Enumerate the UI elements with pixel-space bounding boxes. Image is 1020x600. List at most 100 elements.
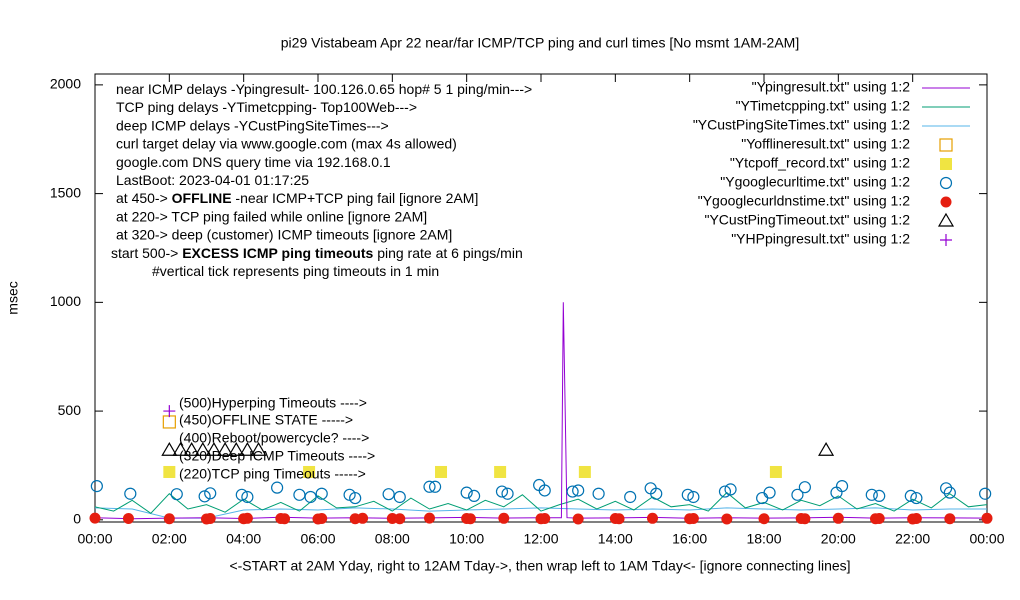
point [943,486,956,499]
point [204,487,217,500]
legend-swatch [939,176,953,190]
x-tick-label: 16:00 [672,531,707,547]
point [613,513,625,525]
point [873,489,886,503]
note: google.com DNS query time via 192.168.0.… [116,154,391,170]
point [799,513,811,525]
note-text: EXCESS ICMP ping timeouts [182,245,373,261]
point [538,484,551,497]
point [681,488,694,501]
point [592,487,605,500]
note-text: at 220-> TCP ping failed while online [i… [116,208,427,224]
legend-label: "Ygooglecurldnstime.txt" using 1:2 [698,193,910,209]
note-text: -near ICMP+TCP ping fail [ignore 2AM] [232,190,479,206]
note: curl target delay via www.google.com (ma… [116,135,457,151]
point [464,513,476,525]
note-text: deep ICMP delays -YCustPingSiteTimes---> [116,117,389,133]
point [89,512,101,524]
point [393,490,406,504]
point [304,490,317,504]
note: near ICMP delays -Ypingresult- 100.126.0… [116,81,532,97]
legend-label: "YHPpingresult.txt" using 1:2 [731,231,910,247]
y-axis-label: msec [5,281,21,314]
y-tick-label: 1000 [50,293,81,309]
point [763,486,776,499]
point [818,442,835,456]
point [873,513,885,525]
point [572,513,584,525]
chart-title: pi29 Vistabeam Apr 22 near/far ICMP/TCP … [281,35,799,51]
legend-label: "YCustPingSiteTimes.txt" using 1:2 [693,117,910,133]
point [423,480,436,493]
point [495,485,509,498]
note-text: google.com DNS query time via 192.168.0.… [116,154,391,170]
legend-swatch [940,196,952,208]
note-text: LastBoot: 2023-04-01 01:17:25 [116,172,309,188]
point [394,513,406,525]
note-text: curl target delay via www.google.com (ma… [116,135,457,151]
x-tick-label: 22:00 [895,531,930,547]
point [835,480,849,493]
point [498,512,510,524]
note: at 320-> deep (customer) ICMP timeouts [… [116,226,452,242]
point [194,442,211,456]
annotation: (220)TCP ping Timeouts -----> [179,466,366,482]
point [172,442,189,456]
point [718,485,732,498]
series-line [94,302,988,520]
point [769,465,782,478]
note: start 500-> EXCESS ICMP ping timeouts pi… [111,245,523,261]
note-text: at 450-> [116,190,172,206]
point [435,465,448,478]
point [316,513,328,525]
annotation: (320)Deep ICMP Timeouts ----> [179,448,375,464]
series-line [94,491,988,514]
annotation: (500)Hyperping Timeouts ----> [179,395,367,411]
legend-label: "Ypingresult.txt" using 1:2 [752,79,911,95]
point [250,442,267,456]
point [428,480,442,493]
x-tick-label: 00:00 [969,531,1004,547]
point [798,481,811,494]
point [357,512,369,524]
point [650,487,663,500]
point [758,513,770,525]
x-tick-label: 12:00 [523,531,558,547]
x-tick-label: 14:00 [598,531,633,547]
point [724,483,737,496]
note-text: at 320-> deep (customer) ICMP timeouts [… [116,226,452,242]
point [910,491,923,505]
legend-label: "Yofflineresult.txt" using 1:2 [741,136,910,152]
note: at 220-> TCP ping failed while online [i… [116,208,427,224]
point [271,481,284,494]
point [940,482,953,495]
y-tick-label: 0 [73,511,81,527]
point [163,405,176,418]
point [217,442,234,456]
point [205,442,222,456]
point [163,513,175,525]
point [624,490,637,504]
x-tick-label: 10:00 [449,531,484,547]
y-tick-label: 1500 [50,184,81,200]
legend-swatch [937,212,955,227]
legend-swatch [940,158,952,170]
note-text: near ICMP delays -Ypingresult- 100.126.0… [116,81,532,97]
point [572,484,585,497]
note: TCP ping delays -YTimetcpping- Top100Web… [116,99,417,115]
note-text: OFFLINE [172,190,232,206]
point [161,442,178,456]
point [791,488,804,501]
point [904,489,917,503]
point [865,488,878,501]
point [183,442,200,456]
series-line [94,507,987,519]
point [979,487,992,500]
x-tick-label: 02:00 [152,531,187,547]
point [981,512,993,524]
x-tick-label: 20:00 [821,531,856,547]
note: LastBoot: 2023-04-01 01:17:25 [116,172,309,188]
point [687,513,699,525]
legend-swatch [939,138,953,152]
